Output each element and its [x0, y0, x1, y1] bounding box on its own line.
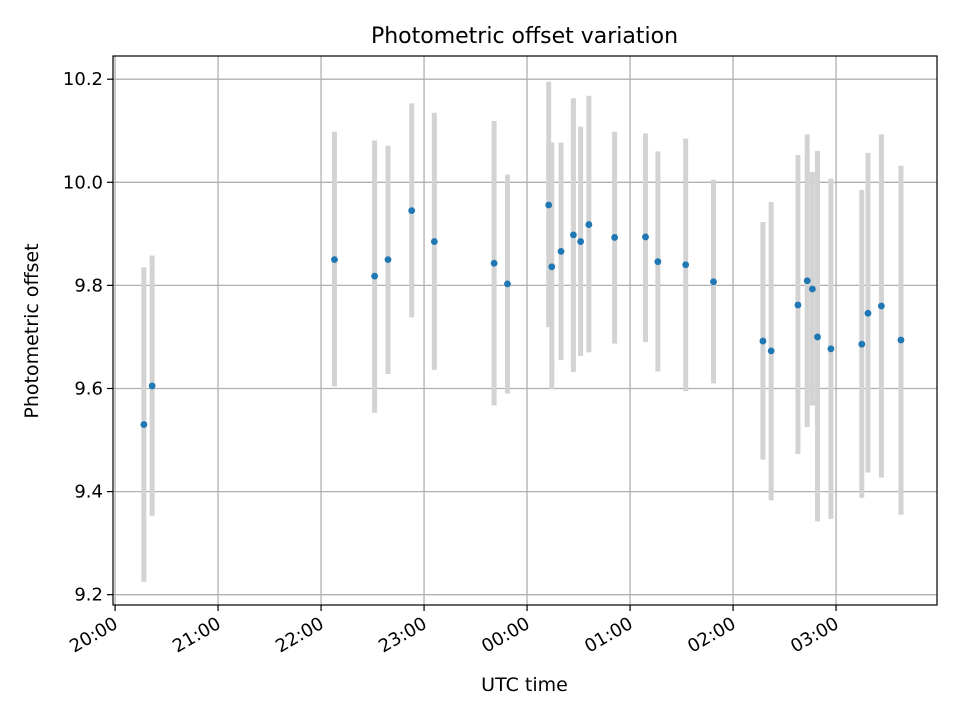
data-point: [767, 347, 775, 355]
data-point: [557, 247, 565, 255]
error-bars: [141, 81, 904, 582]
data-point: [710, 278, 717, 286]
data-point: [504, 280, 511, 288]
data-point: [585, 221, 593, 228]
data-point: [897, 336, 905, 344]
data-point: [371, 272, 379, 280]
data-point: [570, 231, 577, 239]
data-point: [548, 263, 556, 271]
y-tick-label: 9.4: [74, 482, 103, 503]
x-tick-label: 20:00: [66, 613, 121, 657]
data-point: [814, 333, 821, 341]
plot-frame: [112, 55, 938, 606]
data-point: [148, 382, 156, 390]
data-point: [794, 301, 802, 309]
data-point: [490, 259, 498, 267]
data-point: [430, 238, 438, 245]
y-tick-label: 9.6: [74, 378, 103, 399]
data-point: [877, 302, 885, 310]
x-tick-label: 03:00: [787, 613, 842, 657]
y-tick-label: 10.0: [63, 172, 103, 193]
data-point: [808, 285, 816, 293]
y-tick-label: 10.2: [63, 69, 103, 90]
y-axis-title: Photometric offset: [21, 243, 43, 418]
x-axis-ticks: 20:00 21:00 22:00 23:00 00:00 01:00 02:00 03:00: [66, 605, 843, 657]
x-tick-label: 00:00: [478, 613, 533, 657]
data-point: [408, 207, 416, 215]
data-point: [759, 337, 767, 345]
data-point: [611, 234, 619, 241]
data-point: [803, 277, 811, 285]
x-tick-label: 01:00: [581, 613, 636, 657]
data-point: [545, 201, 553, 209]
data-point: [858, 340, 866, 348]
data-point: [864, 309, 872, 317]
data-point: [642, 233, 649, 241]
data-point: [682, 261, 690, 269]
x-tick-label: 21:00: [169, 613, 224, 657]
x-tick-label: 02:00: [684, 613, 739, 657]
x-tick-label: 23:00: [375, 613, 430, 657]
x-axis-title: UTC time: [481, 674, 568, 696]
data-point: [827, 345, 835, 353]
x-tick-label: 22:00: [272, 613, 327, 657]
data-point: [654, 258, 662, 266]
y-tick-label: 9.2: [74, 585, 103, 606]
data-point: [331, 256, 338, 264]
y-axis-ticks: 9.2 9.4 9.6 9.8 10.0 10.2: [63, 69, 113, 606]
data-point: [384, 256, 392, 264]
data-point: [577, 238, 585, 245]
data-point: [140, 421, 148, 428]
y-tick-label: 9.8: [74, 275, 103, 296]
chart-title: Photometric offset variation: [371, 24, 678, 49]
data-points: [140, 201, 905, 428]
